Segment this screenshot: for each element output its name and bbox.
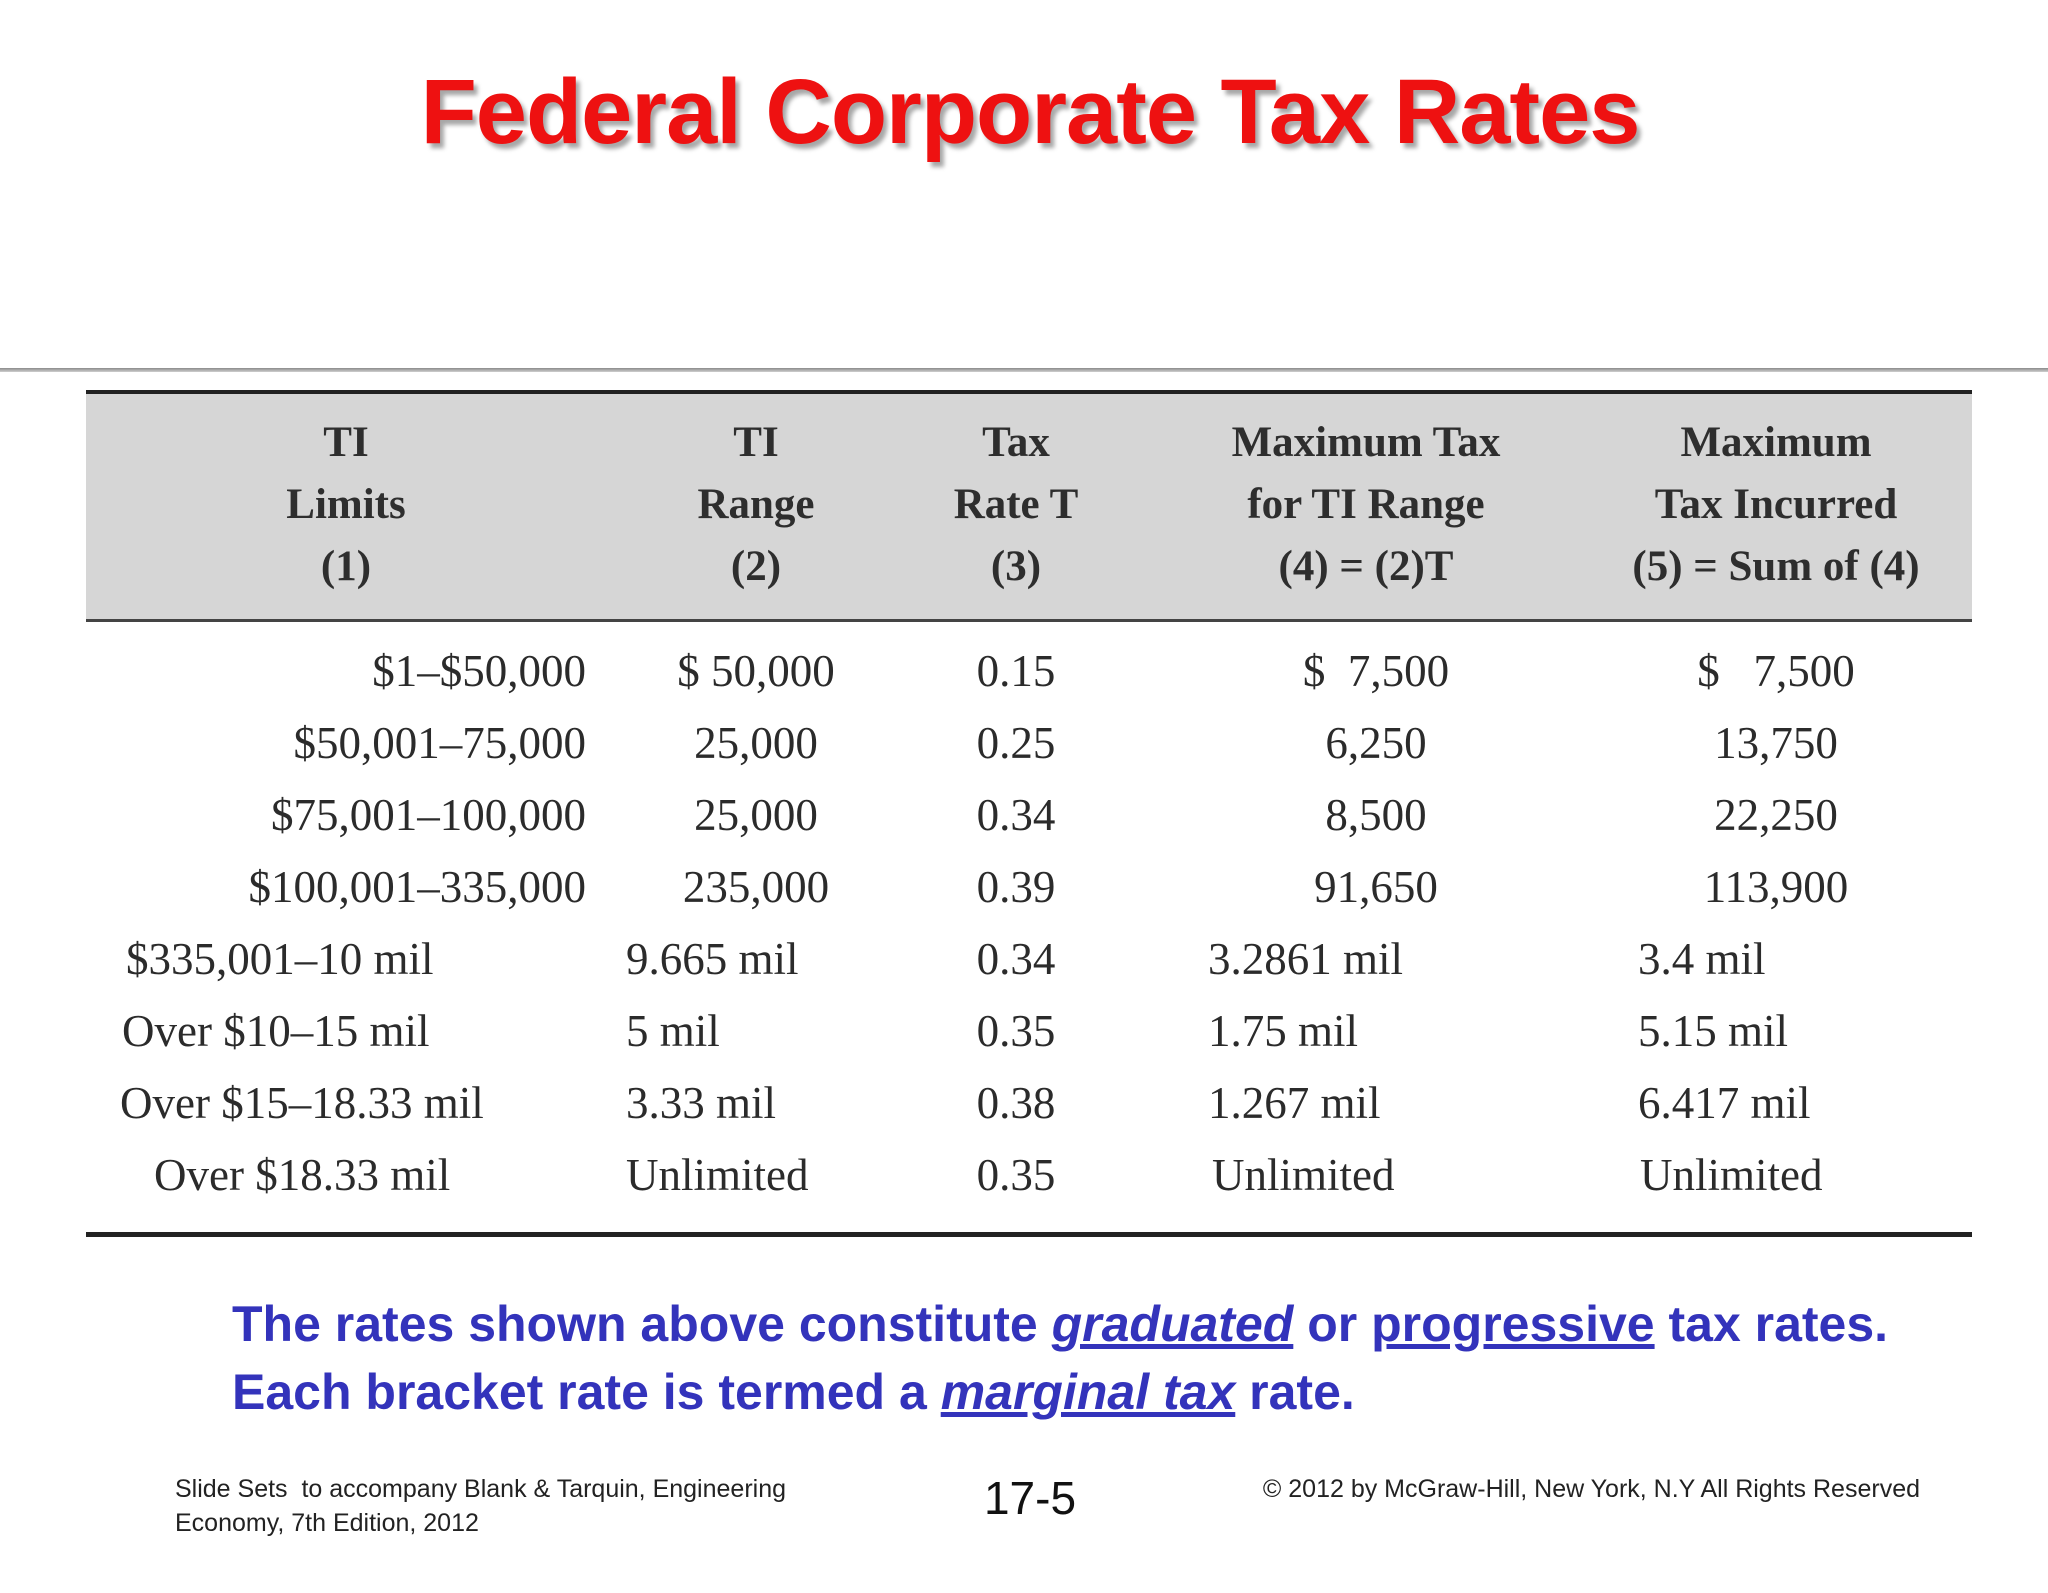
table-row: $50,001–75,000 25,000 0.25 6,250 13,750 — [86, 707, 1972, 779]
note-line-2: Each bracket rate is termed a marginal t… — [232, 1364, 1355, 1420]
cell-max-tax-incurred: 6.417 mil — [1638, 1078, 1811, 1128]
tax-rate-table: TI Limits (1) TI Range (2) Tax Rate T (3… — [86, 390, 1972, 1242]
explanation-note: The rates shown above constitute graduat… — [232, 1290, 1932, 1426]
header-max-tax-range: Maximum Tax for TI Range (4) = (2)T — [1231, 419, 1501, 590]
cell-max-tax-incurred: $ 7,500 — [1697, 646, 1855, 696]
table-bottom-rule — [86, 1232, 1972, 1237]
cell-max-tax-range: 8,500 — [1325, 790, 1427, 840]
cell-max-tax-range: 6,250 — [1325, 718, 1427, 768]
cell-max-tax-incurred: 3.4 mil — [1638, 934, 1766, 984]
term-graduated: graduated — [1051, 1296, 1294, 1352]
term-progressive: progressive — [1371, 1296, 1655, 1352]
cell-ti-limits: Over $10–15 mil — [122, 1006, 430, 1056]
cell-ti-limits: $1–$50,000 — [372, 646, 586, 696]
footer-source: Slide Sets to accompany Blank & Tarquin,… — [175, 1475, 787, 1537]
cell-ti-range: Unlimited — [626, 1150, 809, 1200]
header-ti-limits: TI Limits (1) — [286, 419, 406, 590]
footer-copyright: © 2012 by McGraw-Hill, New York, N.Y All… — [1262, 1475, 1920, 1503]
cell-ti-range: 3.33 mil — [626, 1078, 777, 1128]
cell-tax-rate: 0.39 — [976, 862, 1056, 912]
cell-max-tax-range: 1.75 mil — [1208, 1006, 1359, 1056]
table-row: $335,001–10 mil 9.665 mil 0.34 3.2861 mi… — [86, 923, 1972, 995]
term-marginal-tax: marginal tax — [940, 1364, 1236, 1420]
cell-ti-range: 235,000 — [682, 862, 830, 912]
page-number: 17-5 — [983, 1472, 1077, 1524]
cell-ti-limits: $50,001–75,000 — [293, 718, 587, 768]
header-max-tax-incurred: Maximum Tax Incurred (5) = Sum of (4) — [1632, 419, 1920, 590]
cell-max-tax-incurred: 113,900 — [1703, 862, 1849, 912]
cell-ti-range: $ 50,000 — [677, 646, 835, 696]
cell-max-tax-incurred: 5.15 mil — [1638, 1006, 1789, 1056]
cell-tax-rate: 0.25 — [976, 718, 1056, 768]
table-row: $1–$50,000 $ 50,000 0.15 $ 7,500 $ 7,500 — [86, 635, 1972, 707]
cell-ti-limits: Over $15–18.33 mil — [120, 1078, 484, 1128]
cell-max-tax-range: 91,650 — [1314, 862, 1438, 912]
header-ti-range: TI Range (2) — [697, 419, 815, 590]
cell-tax-rate: 0.34 — [976, 934, 1056, 984]
cell-max-tax-range: $ 7,500 — [1302, 646, 1450, 696]
table-row: $100,001–335,000 235,000 0.39 91,650 113… — [86, 851, 1972, 923]
note-line-1: The rates shown above constitute graduat… — [232, 1296, 1889, 1352]
top-divider — [0, 368, 2048, 372]
cell-tax-rate: 0.38 — [976, 1078, 1056, 1128]
table-row: $75,001–100,000 25,000 0.34 8,500 22,250 — [86, 779, 1972, 851]
cell-ti-limits: $75,001–100,000 — [271, 790, 586, 840]
cell-max-tax-range: 3.2861 mil — [1208, 934, 1404, 984]
cell-tax-rate: 0.35 — [976, 1006, 1056, 1056]
table-row: Over $10–15 mil 5 mil 0.35 1.75 mil 5.15… — [86, 995, 1972, 1067]
cell-ti-range: 25,000 — [694, 790, 818, 840]
cell-ti-limits: $335,001–10 mil — [126, 934, 434, 984]
slide-title: Federal Corporate Tax Rates — [420, 61, 1641, 163]
table-header: TI Limits (1) TI Range (2) Tax Rate T (3… — [86, 390, 1972, 622]
cell-ti-range: 25,000 — [694, 718, 818, 768]
table-row: Over $15–18.33 mil 3.33 mil 0.38 1.267 m… — [86, 1067, 1972, 1139]
table-row: Over $18.33 mil Unlimited 0.35 Unlimited… — [86, 1139, 1972, 1211]
cell-ti-range: 9.665 mil — [626, 934, 799, 984]
cell-max-tax-range: Unlimited — [1212, 1150, 1395, 1200]
cell-max-tax-incurred: 22,250 — [1714, 790, 1838, 840]
header-tax-rate: Tax Rate T (3) — [953, 419, 1079, 590]
cell-tax-rate: 0.15 — [976, 646, 1056, 696]
cell-ti-range: 5 mil — [626, 1006, 720, 1056]
cell-tax-rate: 0.35 — [976, 1150, 1056, 1200]
cell-tax-rate: 0.34 — [976, 790, 1056, 840]
cell-max-tax-incurred: 13,750 — [1714, 718, 1838, 768]
cell-max-tax-range: 1.267 mil — [1208, 1078, 1381, 1128]
cell-ti-limits: Over $18.33 mil — [154, 1150, 451, 1200]
cell-max-tax-incurred: Unlimited — [1640, 1150, 1823, 1200]
cell-ti-limits: $100,001–335,000 — [248, 862, 587, 912]
